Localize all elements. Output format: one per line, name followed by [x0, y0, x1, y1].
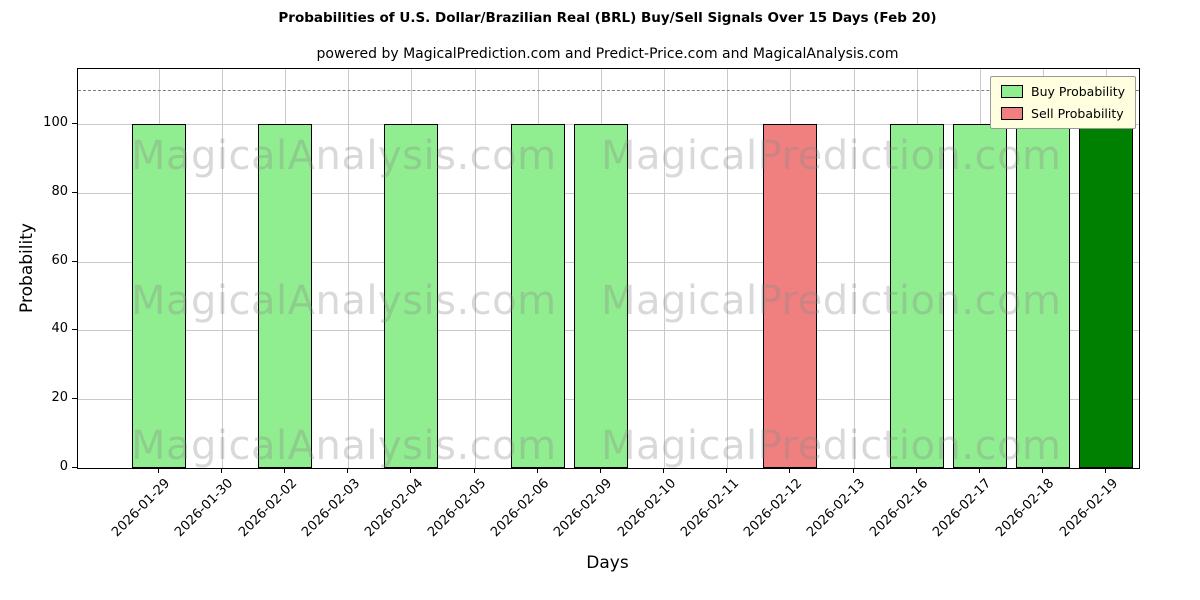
x-tick-label: 2026-02-02 — [235, 476, 300, 541]
buy-color-swatch-icon — [1001, 85, 1024, 98]
legend-label-sell: Sell Probability — [1031, 106, 1124, 121]
bar-2026-02-12 — [763, 124, 818, 468]
bar-2026-02-06 — [510, 124, 565, 468]
legend: Buy Probability Sell Probability — [990, 76, 1136, 129]
x-tick-label: 2026-02-17 — [930, 476, 995, 541]
gridline-vertical — [853, 69, 855, 468]
plot-area: MagicalAnalysis.com MagicalPrediction.com… — [77, 68, 1140, 469]
bar-2026-01-29 — [131, 124, 186, 468]
x-tick-mark — [978, 469, 980, 473]
x-tick-label: 2026-02-16 — [867, 476, 932, 541]
bar-2026-02-04 — [384, 124, 439, 468]
x-tick-mark — [1105, 469, 1107, 473]
x-tick-label: 2026-01-30 — [172, 476, 237, 541]
y-axis-label: Probability — [17, 223, 37, 313]
x-tick-label: 2026-01-29 — [109, 476, 174, 541]
x-tick-label: 2026-02-10 — [614, 476, 679, 541]
sell-color-swatch-icon — [1001, 107, 1024, 120]
x-tick-mark — [726, 469, 728, 473]
x-tick-mark — [220, 469, 222, 473]
gridline-vertical — [727, 69, 729, 468]
x-axis-label: Days — [586, 553, 629, 573]
y-tick-mark — [72, 260, 77, 262]
y-tick-mark — [72, 329, 77, 331]
gridline-vertical — [348, 69, 350, 468]
x-tick-mark — [599, 469, 601, 473]
bar-2026-02-19 — [1079, 124, 1134, 468]
watermark-text: MagicalPrediction.com — [601, 423, 1062, 469]
x-tick-mark — [915, 469, 917, 473]
y-tick-mark — [72, 467, 77, 468]
x-tick-mark — [410, 469, 412, 473]
x-tick-mark — [284, 469, 286, 473]
watermark-text: MagicalAnalysis.com — [131, 423, 557, 469]
x-tick-label: 2026-02-03 — [298, 476, 363, 541]
legend-label-buy: Buy Probability — [1031, 84, 1125, 99]
legend-entry-sell: Sell Probability — [1001, 106, 1125, 121]
x-tick-label: 2026-02-18 — [993, 476, 1058, 541]
x-tick-mark — [536, 469, 538, 473]
y-tick-label: 80 — [51, 183, 68, 199]
x-tick-mark — [1042, 469, 1043, 473]
bar-2026-02-17 — [952, 124, 1007, 468]
x-tick-label: 2026-02-09 — [551, 476, 616, 541]
x-tick-label: 2026-02-11 — [677, 476, 742, 541]
watermark-text: MagicalPrediction.com — [601, 278, 1062, 324]
watermark-text: MagicalAnalysis.com — [131, 133, 557, 179]
x-tick-label: 2026-02-19 — [1056, 476, 1121, 541]
x-tick-mark — [347, 469, 349, 473]
chart-title: Probabilities of U.S. Dollar/Brazilian R… — [278, 10, 937, 26]
y-tick-label: 100 — [43, 115, 68, 131]
y-tick-mark — [72, 123, 77, 125]
x-tick-label: 2026-02-05 — [425, 476, 490, 541]
x-tick-mark — [663, 469, 665, 473]
legend-entry-buy: Buy Probability — [1001, 84, 1125, 99]
gridline-horizontal — [78, 468, 1139, 469]
y-tick-label: 60 — [51, 252, 68, 268]
x-tick-label: 2026-02-12 — [740, 476, 805, 541]
x-tick-label: 2026-02-13 — [804, 476, 869, 541]
bar-2026-02-18 — [1016, 124, 1070, 468]
x-tick-label: 2026-02-06 — [488, 476, 553, 541]
y-tick-label: 0 — [59, 459, 68, 474]
watermark-text: MagicalAnalysis.com — [131, 278, 557, 324]
chart-subtitle: powered by MagicalPrediction.com and Pre… — [316, 46, 899, 62]
x-tick-label: 2026-02-04 — [362, 476, 427, 541]
threshold-line — [78, 89, 1139, 91]
x-tick-mark — [157, 469, 159, 473]
bar-2026-02-09 — [573, 124, 628, 468]
bar-2026-02-16 — [889, 124, 944, 468]
gridline-vertical — [664, 69, 666, 468]
watermark-text: MagicalPrediction.com — [601, 133, 1062, 179]
x-tick-mark — [852, 469, 854, 473]
y-tick-label: 40 — [51, 321, 68, 337]
gridline-vertical — [221, 69, 223, 468]
y-tick-label: 20 — [51, 390, 68, 406]
gridline-vertical — [474, 69, 476, 468]
y-tick-mark — [72, 191, 77, 193]
x-tick-mark — [789, 469, 791, 473]
x-tick-mark — [473, 469, 475, 473]
y-tick-mark — [72, 398, 77, 400]
bar-2026-02-02 — [258, 124, 313, 468]
